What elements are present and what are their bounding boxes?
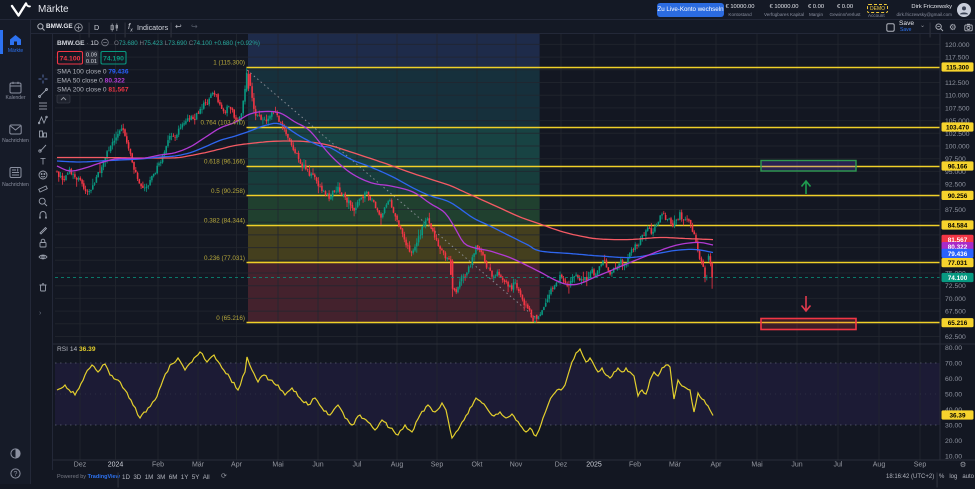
- svg-text:Dez: Dez: [555, 462, 568, 469]
- svg-text:60.00: 60.00: [945, 376, 962, 383]
- svg-text:Jun: Jun: [791, 462, 802, 469]
- svg-text:1 (115.300): 1 (115.300): [213, 60, 245, 67]
- svg-text:T: T: [40, 157, 46, 167]
- svg-text:Jul: Jul: [353, 462, 362, 469]
- svg-text:RSI 14 36.39: RSI 14 36.39: [57, 346, 96, 353]
- svg-text:Nov: Nov: [510, 462, 523, 469]
- svg-text:Aug: Aug: [391, 462, 404, 469]
- svg-text:81.567: 81.567: [948, 237, 968, 244]
- svg-text:Mär: Mär: [669, 462, 682, 469]
- svg-text:87.500: 87.500: [945, 207, 966, 214]
- svg-text:70.00: 70.00: [945, 361, 962, 368]
- svg-text:Aug: Aug: [873, 462, 886, 469]
- svg-text:62.500: 62.500: [945, 334, 966, 341]
- svg-text:80.322: 80.322: [948, 244, 968, 251]
- svg-text:90.256: 90.256: [948, 193, 968, 200]
- svg-text:?: ?: [14, 471, 18, 478]
- svg-text:Feb: Feb: [152, 462, 164, 469]
- svg-text:77.031: 77.031: [948, 260, 968, 267]
- svg-text:67.500: 67.500: [945, 309, 966, 316]
- svg-text:0.01: 0.01: [86, 59, 97, 65]
- svg-text:2025: 2025: [586, 462, 602, 469]
- svg-text:120.000: 120.000: [945, 42, 970, 49]
- svg-text:115.300: 115.300: [946, 65, 969, 72]
- svg-text:BMW.GE · 1D: BMW.GE · 1D: [57, 40, 99, 47]
- svg-text:65.216: 65.216: [948, 320, 968, 327]
- svg-text:102.500: 102.500: [945, 131, 970, 138]
- svg-text:74.190: 74.190: [103, 55, 124, 62]
- svg-text:0.764 (103.470): 0.764 (103.470): [201, 120, 245, 127]
- svg-text:Feb: Feb: [629, 462, 641, 469]
- svg-text:⚙: ⚙: [960, 460, 967, 469]
- svg-text:Jul: Jul: [834, 462, 843, 469]
- svg-text:10.00: 10.00: [945, 454, 962, 461]
- svg-text:0.236 (77.031): 0.236 (77.031): [204, 255, 245, 262]
- svg-text:0.618 (96.166): 0.618 (96.166): [204, 159, 245, 166]
- svg-text:117.500: 117.500: [945, 55, 969, 62]
- svg-text:72.500: 72.500: [945, 283, 966, 290]
- svg-text:Mär: Mär: [192, 462, 205, 469]
- svg-text:Sep: Sep: [431, 462, 444, 469]
- svg-text:107.500: 107.500: [945, 105, 970, 112]
- svg-text:50.00: 50.00: [945, 392, 962, 399]
- svg-text:30.00: 30.00: [945, 423, 962, 430]
- svg-text:84.584: 84.584: [948, 223, 968, 230]
- svg-text:SMA 200 close 0 81.567: SMA 200 close 0 81.567: [57, 87, 129, 94]
- svg-text:Sep: Sep: [914, 462, 927, 469]
- svg-text:EMA 50 close 0 80.322: EMA 50 close 0 80.322: [57, 78, 125, 85]
- svg-text:0 (65.216): 0 (65.216): [216, 315, 245, 322]
- svg-text:112.500: 112.500: [945, 80, 969, 87]
- svg-text:0.09: 0.09: [86, 52, 97, 58]
- svg-text:0.382 (84.344): 0.382 (84.344): [204, 218, 245, 225]
- svg-text:Jun: Jun: [312, 462, 323, 469]
- svg-text:36.39: 36.39: [950, 413, 966, 420]
- svg-text:20.00: 20.00: [945, 438, 962, 445]
- svg-text:92.500: 92.500: [945, 182, 966, 189]
- svg-text:O73.680 H75.423 L73.690 C74.10: O73.680 H75.423 L73.690 C74.100 +0.680 (…: [114, 40, 260, 47]
- svg-text:95.000: 95.000: [945, 169, 966, 176]
- svg-text:103.470: 103.470: [946, 125, 970, 132]
- svg-text:Dez: Dez: [74, 462, 87, 469]
- svg-text:105.000: 105.000: [945, 118, 970, 125]
- svg-text:96.166: 96.166: [948, 164, 968, 171]
- svg-text:74.100: 74.100: [60, 55, 81, 62]
- svg-text:70.000: 70.000: [945, 296, 966, 303]
- svg-text:80.00: 80.00: [945, 345, 962, 352]
- svg-text:Mai: Mai: [751, 462, 763, 469]
- svg-text:Apr: Apr: [231, 462, 243, 469]
- svg-text:2024: 2024: [108, 462, 124, 469]
- svg-text:Mai: Mai: [272, 462, 284, 469]
- svg-text:Okt: Okt: [472, 462, 483, 469]
- svg-text:0.5 (90.258): 0.5 (90.258): [211, 188, 245, 195]
- svg-text:110.000: 110.000: [945, 93, 969, 100]
- svg-text:Apr: Apr: [711, 462, 723, 469]
- svg-text:79.436: 79.436: [948, 251, 968, 258]
- svg-text:97.500: 97.500: [945, 156, 966, 163]
- svg-text:100.000: 100.000: [945, 144, 970, 151]
- svg-text:SMA 100 close 0 79.436: SMA 100 close 0 79.436: [57, 69, 129, 76]
- svg-text:74.100: 74.100: [948, 275, 968, 282]
